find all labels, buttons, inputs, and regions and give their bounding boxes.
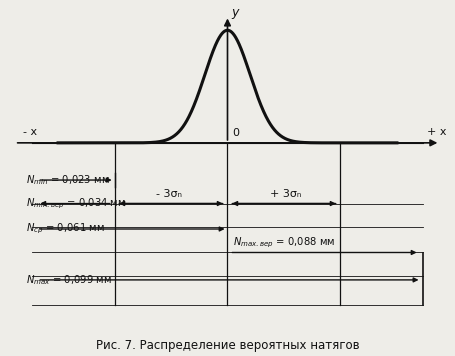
Text: $N_{max}$ = 0,099 мм: $N_{max}$ = 0,099 мм [26, 273, 112, 287]
Text: - x: - x [23, 127, 37, 137]
Text: Рис. 7. Распределение вероятных натягов: Рис. 7. Распределение вероятных натягов [96, 339, 359, 352]
Text: + x: + x [427, 127, 446, 137]
Text: $N_{max.вер}$ = 0,088 мм: $N_{max.вер}$ = 0,088 мм [233, 235, 335, 250]
Text: 0: 0 [232, 128, 239, 138]
Text: - 3σₙ: - 3σₙ [156, 189, 182, 199]
Text: y: y [231, 5, 238, 19]
Text: $N_{ср}$ = 0,061 мм: $N_{ср}$ = 0,061 мм [26, 222, 105, 236]
Text: + 3σₙ: + 3σₙ [270, 189, 302, 199]
Text: $N_{min}$ = 0,023 мм: $N_{min}$ = 0,023 мм [26, 173, 110, 187]
Text: $N_{min.вер}$ = 0,034 мм: $N_{min.вер}$ = 0,034 мм [26, 197, 126, 211]
